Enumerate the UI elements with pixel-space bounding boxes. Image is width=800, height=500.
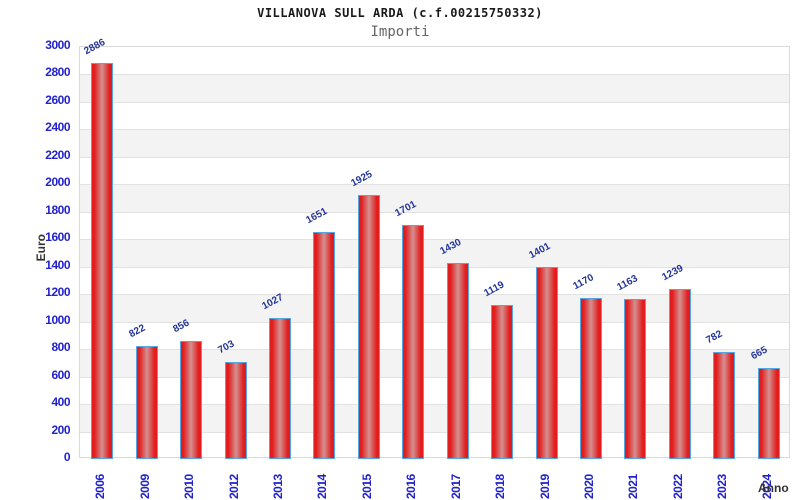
plot-band bbox=[80, 129, 789, 157]
x-tick-label-2020: 2020 bbox=[582, 474, 597, 499]
bar-2012 bbox=[224, 362, 247, 459]
bar-2019 bbox=[535, 266, 558, 459]
bar-2014 bbox=[313, 232, 336, 459]
gridline bbox=[80, 239, 789, 241]
plot-band bbox=[80, 74, 789, 102]
x-tick-label-2015: 2015 bbox=[359, 474, 374, 499]
y-tick-label-2200: 2200 bbox=[45, 147, 70, 162]
y-tick-label-1000: 1000 bbox=[45, 312, 70, 327]
gridline bbox=[80, 156, 789, 158]
y-tick-label-2400: 2400 bbox=[45, 120, 70, 135]
chart-subtitle: Importi bbox=[370, 24, 430, 40]
y-axis-title: Euro bbox=[34, 234, 48, 262]
gridline bbox=[80, 294, 789, 296]
gridline bbox=[80, 349, 789, 351]
x-tick-label-2018: 2018 bbox=[493, 474, 508, 499]
y-tick-label-2000: 2000 bbox=[45, 175, 70, 190]
y-tick-label-2600: 2600 bbox=[45, 92, 70, 107]
gridline bbox=[80, 101, 789, 103]
gridline bbox=[80, 266, 789, 268]
gridline bbox=[80, 129, 789, 131]
y-tick-label-400: 400 bbox=[51, 395, 70, 410]
x-tick-label-2013: 2013 bbox=[270, 474, 285, 499]
bar-2018 bbox=[491, 305, 514, 459]
bar-2010 bbox=[180, 341, 203, 459]
x-tick-label-2010: 2010 bbox=[182, 474, 197, 499]
gridline bbox=[80, 211, 789, 213]
bar-2023 bbox=[713, 351, 736, 459]
gridline bbox=[80, 321, 789, 323]
x-tick-label-2006: 2006 bbox=[93, 474, 108, 499]
x-tick-label-2017: 2017 bbox=[448, 474, 463, 499]
y-tick-label-0: 0 bbox=[63, 450, 71, 464]
bar-2013 bbox=[268, 317, 291, 459]
x-tick-label-2014: 2014 bbox=[315, 474, 330, 499]
bar-2006 bbox=[91, 62, 114, 459]
y-tick-label-1800: 1800 bbox=[45, 202, 70, 217]
bar-2015 bbox=[357, 194, 380, 459]
plot-area bbox=[79, 46, 790, 459]
plot-band bbox=[80, 184, 789, 212]
bar-2009 bbox=[135, 346, 158, 459]
y-tick-label-600: 600 bbox=[51, 367, 70, 382]
bar-2017 bbox=[446, 262, 469, 459]
x-tick-label-2021: 2021 bbox=[626, 474, 641, 499]
y-tick-label-1200: 1200 bbox=[45, 285, 70, 300]
gridline bbox=[80, 184, 789, 186]
gridline bbox=[80, 376, 789, 378]
x-tick-label-2009: 2009 bbox=[137, 474, 152, 499]
gridline bbox=[80, 404, 789, 406]
x-tick-label-2022: 2022 bbox=[670, 474, 685, 499]
y-tick-label-1400: 1400 bbox=[45, 257, 70, 272]
bar-2022 bbox=[668, 288, 691, 459]
gridline bbox=[80, 74, 789, 76]
y-tick-label-200: 200 bbox=[51, 422, 70, 437]
x-tick-label-2016: 2016 bbox=[404, 474, 419, 499]
y-tick-label-1600: 1600 bbox=[45, 230, 70, 245]
y-tick-label-800: 800 bbox=[51, 340, 70, 355]
bar-2016 bbox=[402, 225, 425, 459]
x-tick-label-2023: 2023 bbox=[715, 474, 730, 499]
plot-band bbox=[80, 239, 789, 267]
x-tick-label-2019: 2019 bbox=[537, 474, 552, 499]
y-tick-label-2800: 2800 bbox=[45, 65, 70, 80]
bar-2020 bbox=[580, 298, 603, 459]
bar-2021 bbox=[624, 299, 647, 459]
y-tick-label-3000: 3000 bbox=[45, 38, 70, 52]
bar-2024 bbox=[757, 367, 780, 459]
gridline bbox=[80, 431, 789, 433]
x-tick-label-2012: 2012 bbox=[226, 474, 241, 499]
chart-title: VILLANOVA SULL ARDA (c.f.00215750332) bbox=[257, 6, 543, 20]
x-axis-title: Anno bbox=[758, 481, 789, 495]
